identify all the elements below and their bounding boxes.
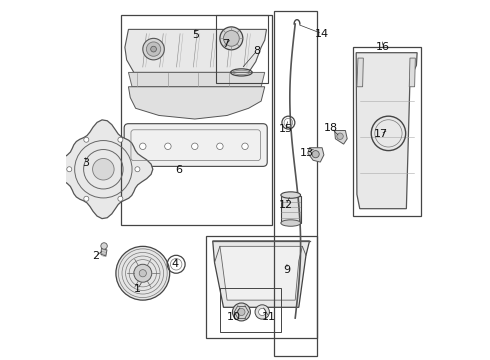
Polygon shape bbox=[213, 241, 310, 307]
Text: 9: 9 bbox=[283, 265, 291, 275]
Circle shape bbox=[143, 39, 164, 60]
Circle shape bbox=[255, 305, 270, 319]
Circle shape bbox=[337, 133, 343, 139]
Text: 6: 6 bbox=[175, 165, 182, 175]
Circle shape bbox=[84, 137, 89, 142]
Circle shape bbox=[151, 46, 156, 52]
Polygon shape bbox=[125, 30, 267, 72]
Circle shape bbox=[238, 309, 245, 316]
Text: 18: 18 bbox=[324, 123, 338, 133]
Polygon shape bbox=[335, 131, 347, 144]
Polygon shape bbox=[54, 120, 153, 219]
Text: 12: 12 bbox=[279, 200, 293, 210]
Circle shape bbox=[220, 27, 243, 50]
Circle shape bbox=[101, 243, 107, 249]
Text: 11: 11 bbox=[262, 312, 276, 322]
Circle shape bbox=[192, 143, 198, 149]
Text: 17: 17 bbox=[373, 129, 388, 139]
Circle shape bbox=[217, 143, 223, 149]
Bar bbox=[220, 288, 281, 332]
Polygon shape bbox=[220, 246, 302, 300]
Circle shape bbox=[135, 167, 140, 172]
Bar bbox=[122, 15, 272, 225]
Text: 7: 7 bbox=[222, 40, 229, 49]
Circle shape bbox=[118, 196, 123, 201]
Text: 5: 5 bbox=[193, 30, 199, 40]
Text: 14: 14 bbox=[315, 29, 329, 39]
Circle shape bbox=[147, 42, 161, 56]
Text: 4: 4 bbox=[172, 259, 179, 269]
Text: 10: 10 bbox=[226, 312, 241, 322]
Circle shape bbox=[93, 158, 114, 180]
Bar bbox=[216, 15, 269, 83]
Polygon shape bbox=[409, 58, 416, 87]
Polygon shape bbox=[308, 148, 324, 162]
Circle shape bbox=[232, 303, 250, 321]
Bar bbox=[281, 196, 300, 223]
Text: 13: 13 bbox=[300, 148, 314, 158]
Circle shape bbox=[134, 264, 152, 282]
Circle shape bbox=[84, 196, 89, 201]
Text: 15: 15 bbox=[278, 124, 293, 134]
Polygon shape bbox=[357, 58, 364, 87]
Polygon shape bbox=[128, 87, 265, 119]
Text: 16: 16 bbox=[375, 42, 390, 52]
Ellipse shape bbox=[281, 192, 300, 198]
Bar bbox=[274, 12, 317, 356]
Text: 2: 2 bbox=[92, 251, 99, 261]
Bar bbox=[353, 47, 421, 216]
Text: 8: 8 bbox=[253, 46, 260, 56]
Text: 1: 1 bbox=[134, 284, 141, 294]
Text: 3: 3 bbox=[82, 158, 89, 168]
Polygon shape bbox=[128, 72, 265, 87]
Circle shape bbox=[139, 270, 147, 277]
Circle shape bbox=[140, 143, 146, 149]
Circle shape bbox=[118, 137, 123, 142]
Circle shape bbox=[312, 150, 319, 158]
FancyBboxPatch shape bbox=[124, 124, 267, 166]
Circle shape bbox=[116, 246, 170, 300]
Bar bbox=[205, 235, 317, 338]
Circle shape bbox=[242, 143, 248, 149]
Polygon shape bbox=[356, 53, 417, 209]
Polygon shape bbox=[101, 248, 107, 256]
Ellipse shape bbox=[281, 220, 300, 226]
Circle shape bbox=[223, 31, 239, 46]
Circle shape bbox=[165, 143, 171, 149]
Circle shape bbox=[259, 309, 266, 316]
Circle shape bbox=[67, 167, 72, 172]
